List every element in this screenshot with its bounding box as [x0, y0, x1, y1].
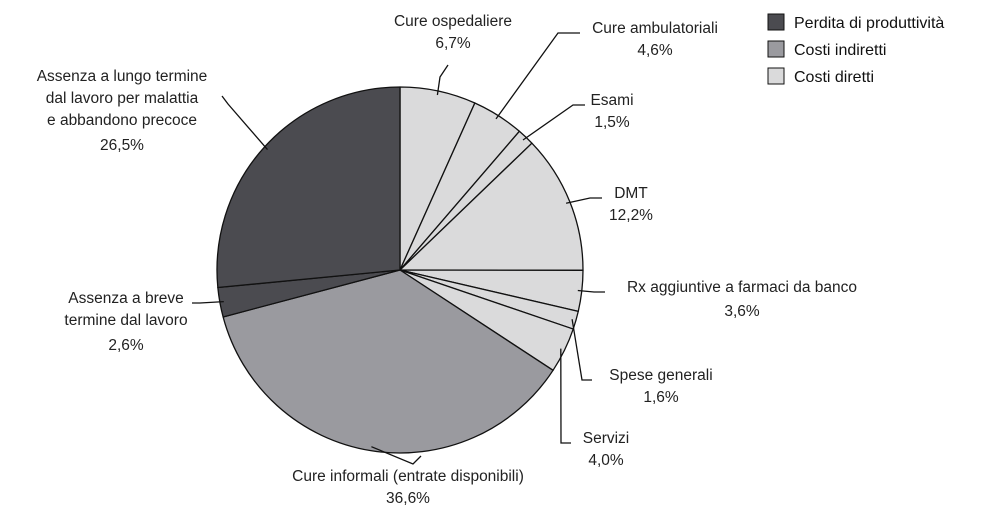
leader-line-cure-ospedaliere [436, 64, 449, 96]
leader-line-dmt [565, 197, 602, 204]
slice-value-assenza-a-lungo-termine-dal-lavoro-per-malattia-e-abbandono-precoce: 26,5% [100, 137, 144, 154]
legend-swatch-costi-diretti [767, 67, 785, 85]
leader-line-assenza-a-breve-termine-dal-lavoro [192, 300, 224, 304]
slice-label-spese-generali: Spese generali [609, 367, 712, 384]
slice-label-cure-informali-entrate-disponibili: Cure informali (entrate disponibili) [292, 468, 524, 485]
slice-label-servizi: Servizi [583, 430, 630, 447]
leader-line-esami [522, 104, 585, 141]
legend: Perdita di produttività Costi indiretti Co… [767, 13, 944, 86]
leader-lines [192, 32, 605, 465]
slice-label-rx-aggiuntive-a-farmaci-da-banco: Rx aggiuntive a farmaci da banco [627, 279, 857, 296]
leader-line-cure-informali-entrate-disponibili [371, 446, 422, 465]
slice-label-assenza-a-lungo-termine-dal-lavoro-per-malattia-e-abbandono-precoce-line-2: dal lavoro per malattia [46, 90, 199, 107]
slice-label-assenza-a-lungo-termine-dal-lavoro-per-malattia-e-abbandono-precoce-line-1: Assenza a lungo termine [37, 68, 208, 85]
legend-swatch-perdita-di-produttivit [767, 13, 785, 31]
leader-line-servizi [560, 348, 571, 444]
slice-labels: Cure ospedaliere 6,7% Cure ambulatoriali 4,… [37, 13, 857, 507]
slice-value-rx-aggiuntive-a-farmaci-da-banco: 3,6% [724, 303, 760, 320]
slice-label-assenza-a-breve-termine-dal-lavoro-line-1: Assenza a breve [68, 290, 183, 307]
leader-line-rx-aggiuntive-a-farmaci-da-banco [577, 289, 605, 293]
leader-line-assenza-a-lungo-termine-dal-lavoro-per-malattia-e-abbandono-precoce [221, 95, 268, 151]
legend-label-costi-diretti: Costi diretti [794, 69, 874, 86]
slice-value-cure-ospedaliere: 6,7% [435, 35, 471, 52]
slice-value-assenza-a-breve-termine-dal-lavoro: 2,6% [108, 337, 144, 354]
slice-label-cure-ospedaliere: Cure ospedaliere [394, 13, 512, 30]
pie-slice-dmt [399, 142, 584, 271]
legend-label-costi-indiretti: Costi indiretti [794, 42, 886, 59]
slice-label-assenza-a-breve-termine-dal-lavoro-line-2: termine dal lavoro [64, 312, 187, 329]
slice-value-cure-ambulatoriali: 4,6% [637, 42, 673, 59]
slice-value-cure-informali-entrate-disponibili: 36,6% [386, 490, 430, 507]
slice-value-dmt: 12,2% [609, 207, 653, 224]
slice-label-cure-ambulatoriali: Cure ambulatoriali [592, 20, 718, 37]
leader-line-cure-ambulatoriali [495, 32, 580, 120]
legend-label-perdita-di-produttivit: Perdita di produttività [794, 15, 944, 32]
pie-slice-cure-informali-entrate-disponibili [222, 269, 554, 454]
pie-slice-assenza-a-lungo-termine-dal-lavoro-per-malattia-e-abbandono-precoce [216, 86, 401, 289]
legend-swatch-costi-indiretti [767, 40, 785, 58]
slice-value-servizi: 4,0% [588, 452, 624, 469]
slice-label-esami: Esami [590, 92, 633, 109]
leader-line-spese-generali [571, 319, 592, 381]
slice-label-assenza-a-lungo-termine-dal-lavoro-per-malattia-e-abbandono-precoce-line-3: e abbandono precoce [47, 112, 197, 129]
slice-label-dmt: DMT [614, 185, 648, 202]
slice-value-spese-generali: 1,6% [643, 389, 679, 406]
slice-value-esami: 1,5% [594, 114, 630, 131]
pie-slices [216, 86, 584, 454]
